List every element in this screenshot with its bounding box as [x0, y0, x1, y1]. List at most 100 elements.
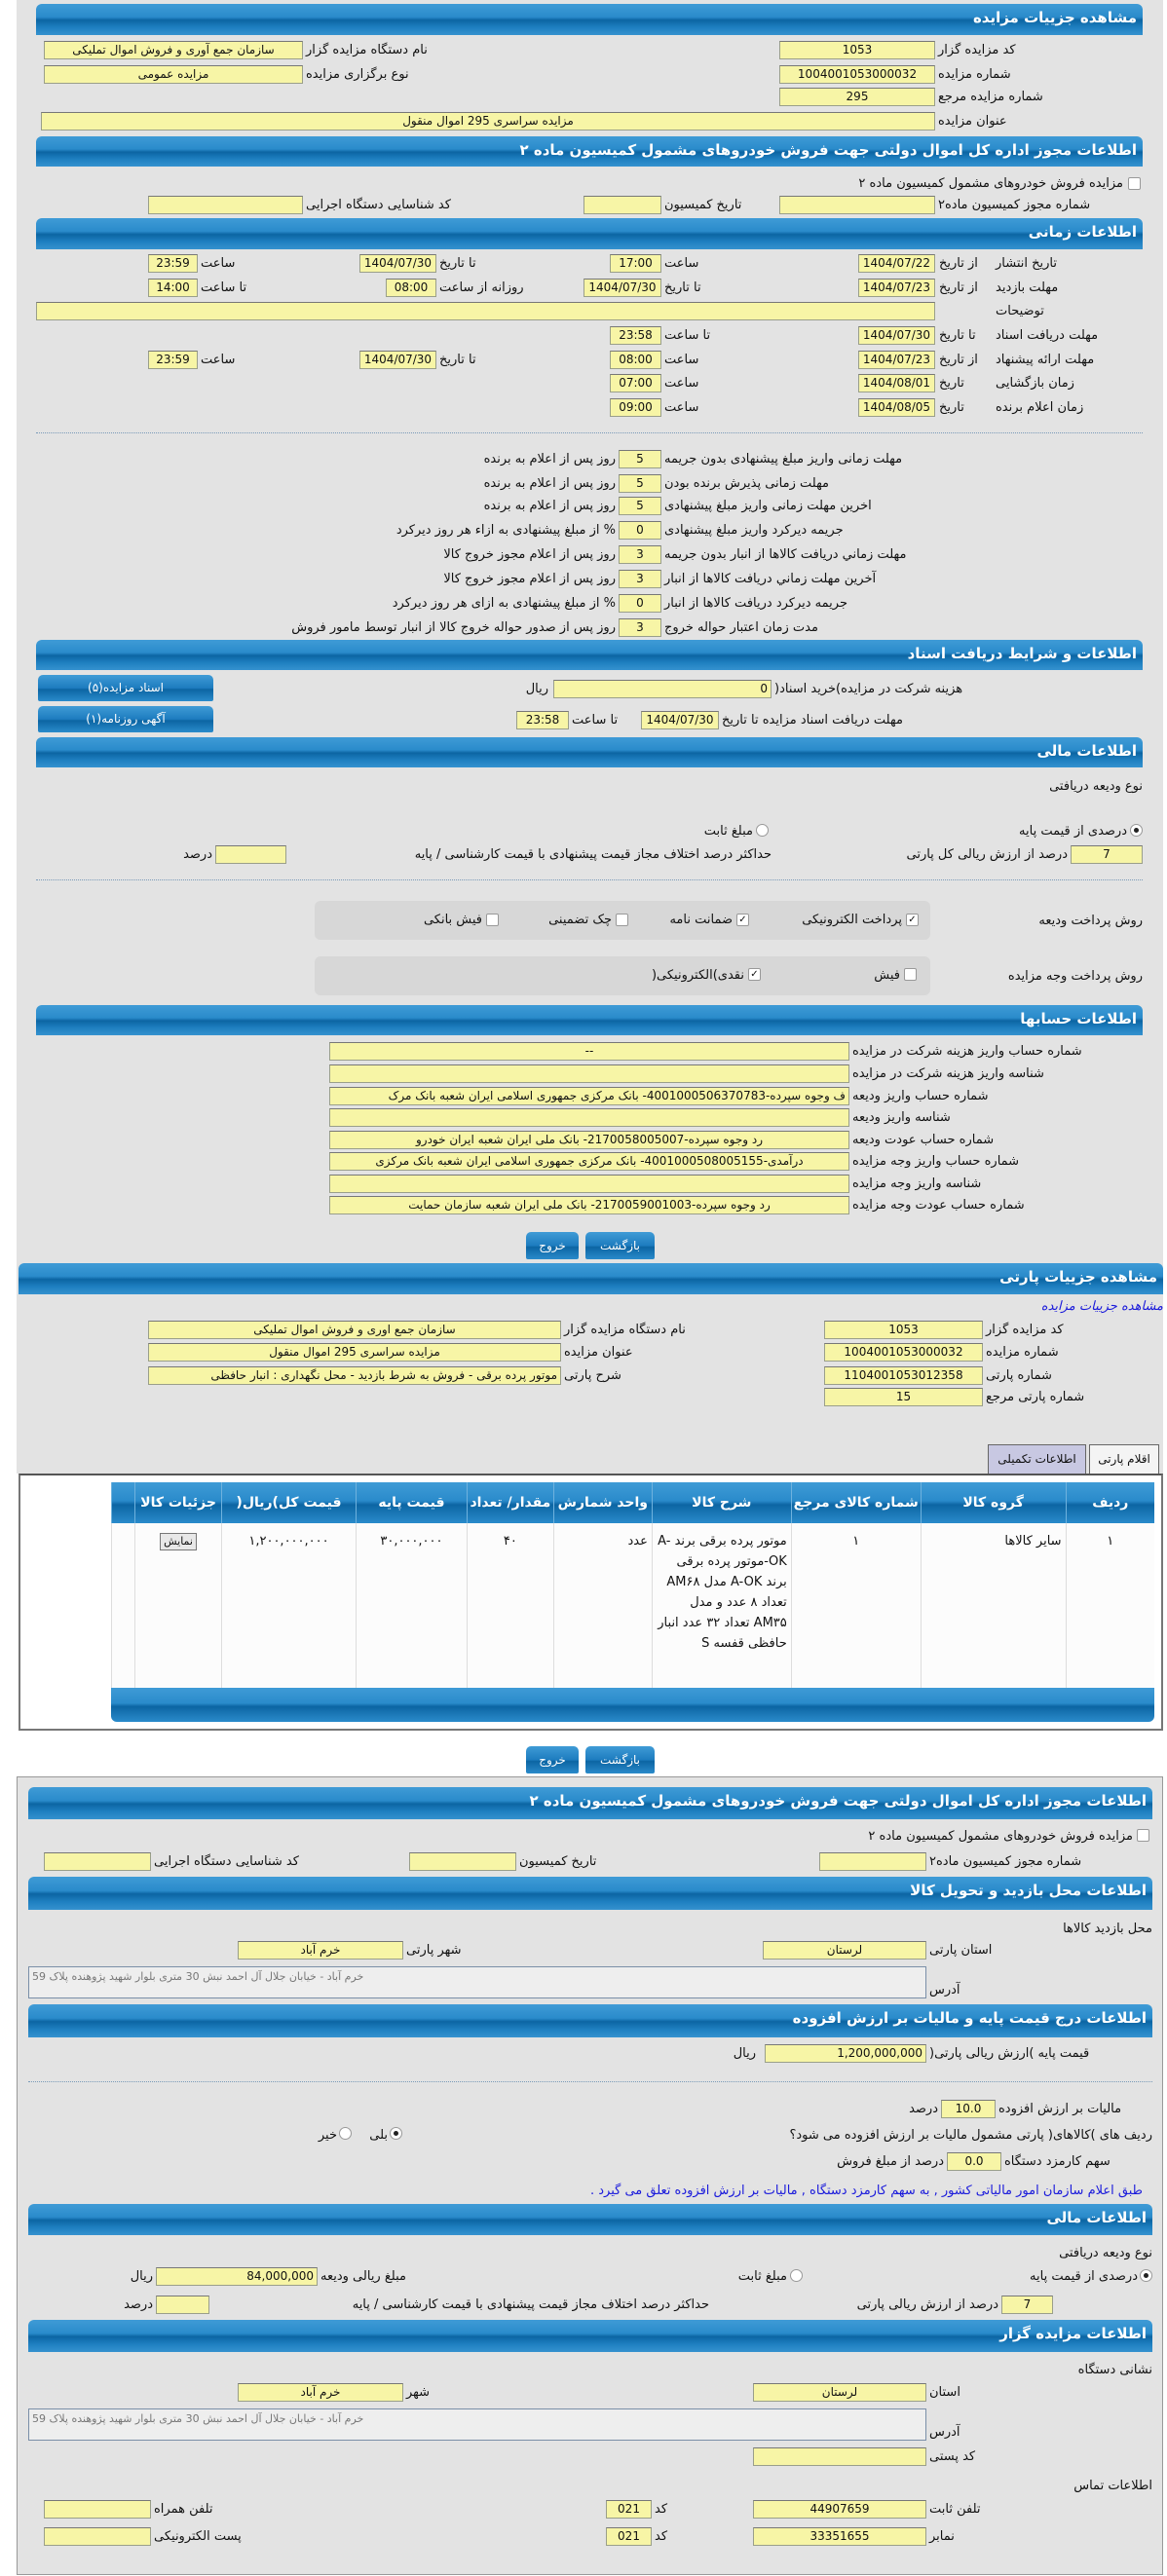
offer-to-field[interactable]: 1404/07/30: [359, 351, 436, 369]
deposit-amount-field[interactable]: 84,000,000: [156, 2267, 318, 2286]
party-city-field[interactable]: خرم آباد: [238, 1941, 403, 1960]
vat-no-radio[interactable]: [339, 2127, 352, 2140]
party-auction-title-field[interactable]: مزایده سراسری 295 اموال منقول: [148, 1343, 561, 1362]
publish-from-field[interactable]: 1404/07/22: [858, 254, 935, 273]
deposit-percent-radio[interactable]: [1130, 824, 1143, 837]
tab-party-items[interactable]: اقلام پارتی: [1089, 1444, 1159, 1474]
deadline-field[interactable]: 5: [619, 450, 661, 468]
permit-checkbox[interactable]: [1128, 177, 1141, 190]
org-code-field[interactable]: 1053: [779, 41, 935, 59]
ref-no-field[interactable]: 295: [779, 88, 935, 106]
deadline-field[interactable]: 0: [619, 594, 661, 613]
offer-to-time-field[interactable]: 23:59: [148, 351, 198, 369]
deadline-field[interactable]: 5: [619, 474, 661, 493]
party-auction-no-field[interactable]: 1004001053000032: [824, 1343, 983, 1362]
deposit2-percent-radio[interactable]: [1140, 2269, 1152, 2282]
fax-field[interactable]: 33351655: [753, 2527, 926, 2546]
account-field[interactable]: ف وجوه سپرده-4001000506370783- بانک مرکز…: [329, 1087, 849, 1105]
back-button[interactable]: بازگشت: [585, 1232, 655, 1259]
doc-deadline-date-field[interactable]: 1404/07/30: [641, 711, 719, 729]
auction-type-field[interactable]: مزایده عمومی: [44, 65, 303, 84]
org-province-field[interactable]: لرستان: [753, 2383, 926, 2402]
account-field[interactable]: --: [329, 1042, 849, 1061]
party-desc-field[interactable]: موتور پرده برقی - فروش به شرط بازدید - م…: [148, 1366, 561, 1385]
visit-daily-from-field[interactable]: 08:00: [386, 279, 436, 297]
deadline-field[interactable]: 3: [619, 618, 661, 637]
doc-deadline-time-field[interactable]: 23:58: [516, 711, 569, 729]
permit2-date-field[interactable]: [409, 1852, 516, 1871]
permit2-exec-field[interactable]: [44, 1852, 151, 1871]
docs-to-field[interactable]: 1404/07/30: [858, 326, 935, 345]
org-name-field[interactable]: سازمان جمع آوری و فروش اموال تملیکی: [44, 41, 303, 59]
mobile-field[interactable]: [44, 2500, 151, 2519]
deadline-field[interactable]: 3: [619, 570, 661, 588]
account-field[interactable]: رد وجوه سپرده-2170058005007- بانک ملی ای…: [329, 1131, 849, 1149]
vat-yes-radio[interactable]: [390, 2127, 402, 2140]
exec-code-field[interactable]: [148, 196, 303, 214]
winner-time-field[interactable]: 09:00: [610, 398, 661, 417]
fax-code-field[interactable]: 021: [606, 2527, 652, 2546]
deposit2-percent-field[interactable]: 7: [1001, 2296, 1053, 2314]
vat-field[interactable]: 10.0: [941, 2100, 996, 2118]
check-checkbox[interactable]: [616, 914, 628, 926]
org-city-field[interactable]: خرم آباد: [238, 2383, 403, 2402]
auction-docs-button[interactable]: اسناد مزایده(۵): [38, 675, 213, 701]
party-org-code-field[interactable]: 1053: [824, 1321, 983, 1339]
postal-code-field[interactable]: [753, 2447, 926, 2466]
account-field[interactable]: رد وجوه سپرده-2170059001003- بانک ملی ای…: [329, 1196, 849, 1214]
opening-date-field[interactable]: 1404/08/01: [858, 374, 935, 392]
electronic-payment-checkbox[interactable]: ✓: [906, 914, 919, 926]
offer-time-field[interactable]: 08:00: [610, 351, 661, 369]
publish-time-field[interactable]: 17:00: [610, 254, 661, 273]
auction-title-field[interactable]: مزایده سراسری 295 اموال منقول: [41, 112, 935, 131]
party-org-name-field[interactable]: سازمان جمع اوری و فروش اموال تملیکی: [148, 1321, 561, 1339]
cash-electronic-checkbox[interactable]: ✓: [748, 968, 761, 981]
account-field[interactable]: [329, 1175, 849, 1193]
publish-to-field[interactable]: 1404/07/30: [359, 254, 436, 273]
newspaper-ad-button[interactable]: آگهی روزنامه(۱): [38, 706, 213, 732]
visit-to-field[interactable]: 1404/07/30: [584, 279, 661, 297]
back-button[interactable]: بازگشت: [585, 1746, 655, 1773]
fee-share-field[interactable]: 0.0: [947, 2152, 1001, 2171]
visit-daily-to-field[interactable]: 14:00: [148, 279, 198, 297]
doc-fee-field[interactable]: 0: [553, 680, 772, 698]
desc-field[interactable]: [36, 302, 935, 320]
deadline-field[interactable]: 0: [619, 521, 661, 540]
account-field[interactable]: [329, 1108, 849, 1127]
offer-from-field[interactable]: 1404/07/23: [858, 351, 935, 369]
account-field[interactable]: [329, 1064, 849, 1083]
email-field[interactable]: [44, 2527, 151, 2546]
deadline-field[interactable]: 3: [619, 545, 661, 564]
party-ref-field[interactable]: 15: [824, 1388, 983, 1406]
auction-no-field[interactable]: 1004001053000032: [779, 65, 935, 84]
party-province-field[interactable]: لرستان: [763, 1941, 926, 1960]
guarantee-checkbox[interactable]: ✓: [736, 914, 749, 926]
permit-no-field[interactable]: [779, 196, 935, 214]
tab-supplementary-info[interactable]: اطلاعات تکمیلی: [988, 1444, 1086, 1474]
max-diff-field[interactable]: [215, 845, 286, 864]
deposit-percent-field[interactable]: 7: [1071, 845, 1143, 864]
max-diff2-field[interactable]: [156, 2296, 209, 2314]
deposit2-fixed-radio[interactable]: [790, 2269, 803, 2282]
deposit-fixed-radio[interactable]: [756, 824, 769, 837]
winner-date-field[interactable]: 1404/08/05: [858, 398, 935, 417]
exit-button[interactable]: خروج: [526, 1746, 579, 1773]
phone-field[interactable]: 44907659: [753, 2500, 926, 2519]
exit-button[interactable]: خروج: [526, 1232, 579, 1259]
org-address-field[interactable]: خرم آباد - خیابان جلال آل احمد نبش 30 مت…: [28, 2408, 926, 2441]
party-address-field[interactable]: خرم آباد - خیابان جلال آل احمد نبش 30 مت…: [28, 1966, 926, 1998]
account-field[interactable]: درآمدی-4001000508005155- بانک مرکزی جمهو…: [329, 1152, 849, 1171]
phone-code-field[interactable]: 021: [606, 2500, 652, 2519]
opening-time-field[interactable]: 07:00: [610, 374, 661, 392]
visit-from-field[interactable]: 1404/07/23: [858, 279, 935, 297]
show-details-button[interactable]: نمایش: [160, 1533, 197, 1550]
bank-slip-checkbox[interactable]: [486, 914, 499, 926]
auction-details-link[interactable]: مشاهده جزییات مزایده: [1040, 1299, 1163, 1314]
docs-time-field[interactable]: 23:58: [610, 326, 661, 345]
permit2-checkbox[interactable]: [1137, 1829, 1149, 1842]
party-no-field[interactable]: 1104001053012358: [824, 1366, 983, 1385]
permit2-no-field[interactable]: [819, 1852, 926, 1871]
publish-to-time-field[interactable]: 23:59: [148, 254, 198, 273]
permit-date-field[interactable]: [584, 196, 661, 214]
slip-checkbox[interactable]: [904, 968, 917, 981]
